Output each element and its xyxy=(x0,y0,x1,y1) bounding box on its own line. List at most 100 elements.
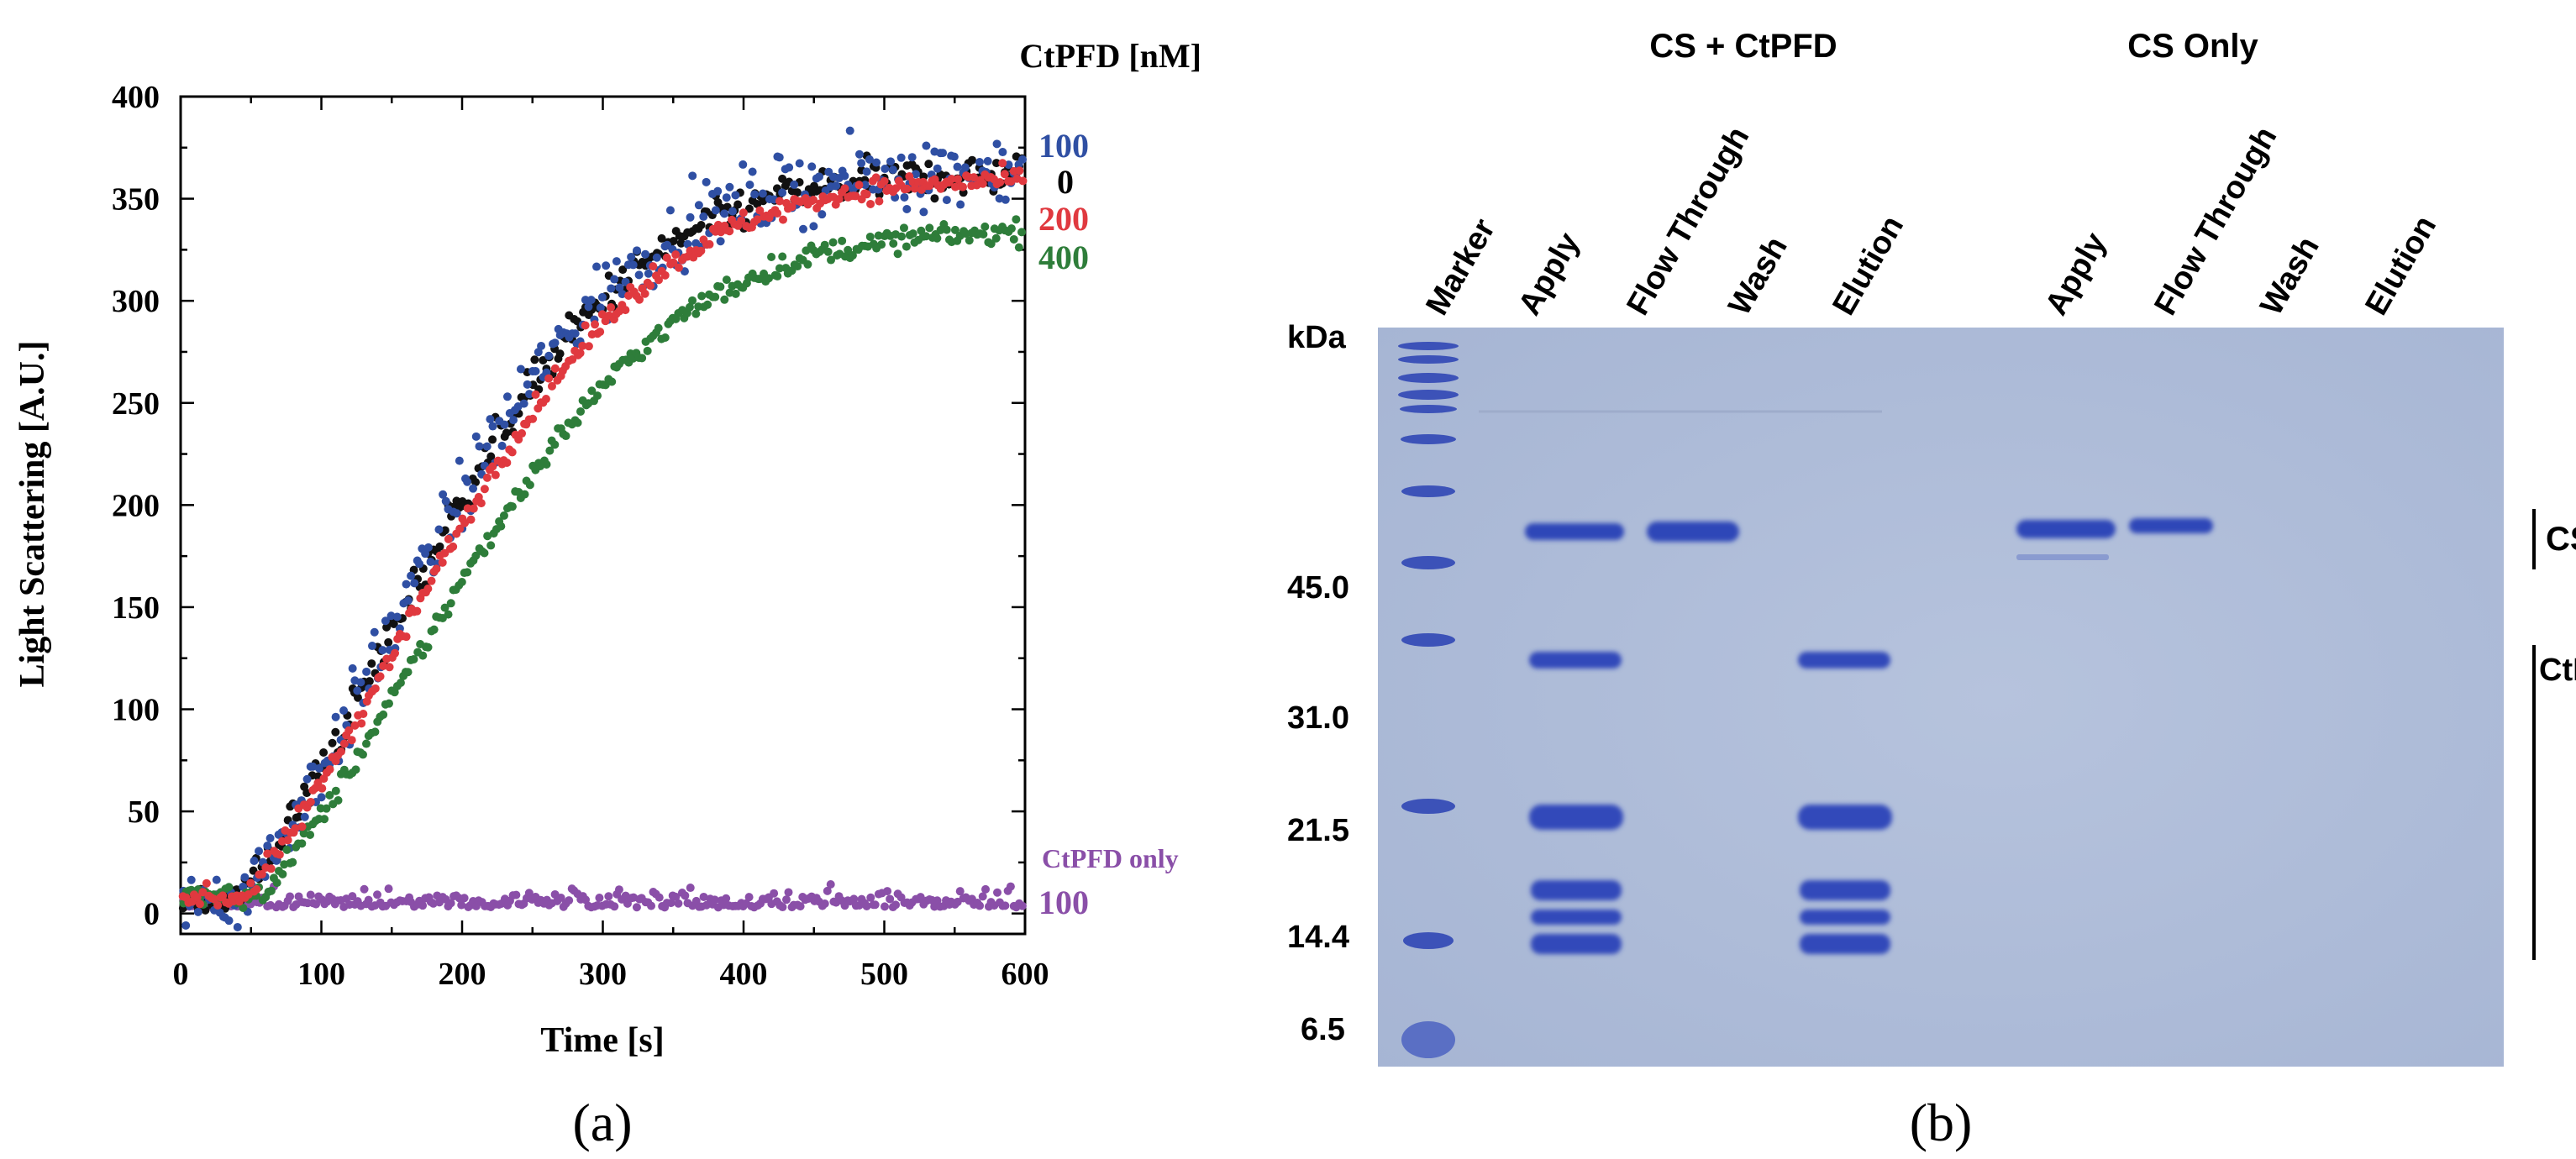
data-point xyxy=(834,195,844,204)
data-point xyxy=(286,892,295,901)
data-point xyxy=(291,824,300,833)
lane-label-apply: Apply xyxy=(2038,227,2113,321)
y-tick-label: 200 xyxy=(112,488,160,523)
data-point xyxy=(336,747,345,756)
data-point xyxy=(407,571,416,580)
data-point xyxy=(711,292,720,302)
data-point xyxy=(351,765,360,774)
data-point xyxy=(427,576,436,585)
data-point xyxy=(947,175,956,184)
data-point xyxy=(657,233,666,243)
data-point xyxy=(257,869,266,878)
data-point xyxy=(1018,155,1028,164)
data-point xyxy=(799,224,808,233)
mw-label: 31.0 xyxy=(1287,700,1349,736)
data-point xyxy=(640,289,649,298)
data-point xyxy=(320,815,329,824)
data-point xyxy=(218,891,228,900)
data-point xyxy=(722,894,731,903)
data-point xyxy=(607,377,617,386)
ctpfd-band xyxy=(1531,910,1622,925)
data-point xyxy=(716,237,725,246)
data-point xyxy=(793,188,802,197)
data-point xyxy=(486,452,496,461)
data-point xyxy=(955,887,965,896)
data-point xyxy=(849,894,859,904)
data-point xyxy=(702,177,711,186)
data-point xyxy=(576,406,586,416)
data-point xyxy=(919,207,928,217)
marker-band xyxy=(1398,373,1459,383)
data-point xyxy=(635,295,644,304)
data-point xyxy=(758,189,767,198)
data-point xyxy=(306,890,315,899)
data-point xyxy=(486,415,495,424)
x-tick-label: 500 xyxy=(860,957,908,992)
data-point xyxy=(666,899,676,908)
data-point xyxy=(331,727,340,737)
control-label-value: 100 xyxy=(1038,884,1089,921)
data-point xyxy=(525,390,534,399)
series-label-0: 0 xyxy=(1057,163,1074,201)
data-point xyxy=(646,281,655,291)
data-point xyxy=(790,180,799,189)
data-point xyxy=(499,511,508,520)
data-point xyxy=(578,341,587,350)
data-point xyxy=(255,847,264,856)
data-point xyxy=(866,199,875,208)
data-point xyxy=(192,893,202,902)
data-point xyxy=(507,448,517,457)
data-point xyxy=(497,522,506,531)
data-point xyxy=(628,260,638,270)
marker-band xyxy=(1398,355,1459,364)
data-point xyxy=(1014,243,1023,252)
data-point xyxy=(807,162,817,171)
data-point xyxy=(384,637,393,647)
data-point xyxy=(460,518,470,527)
data-point xyxy=(224,916,234,926)
data-point xyxy=(263,842,272,851)
lane-label-wash: Wash xyxy=(1722,231,1794,322)
data-point xyxy=(739,160,748,169)
data-point xyxy=(379,710,388,719)
data-point xyxy=(561,432,570,441)
data-point xyxy=(713,186,723,196)
data-point xyxy=(362,739,371,748)
data-point xyxy=(854,181,864,190)
data-point xyxy=(444,610,453,619)
marker-band xyxy=(1398,342,1459,350)
data-point xyxy=(518,429,527,438)
data-point xyxy=(250,857,259,866)
data-point xyxy=(502,458,512,467)
y-tick-label: 50 xyxy=(128,795,160,830)
data-point xyxy=(440,603,449,612)
data-point xyxy=(441,496,450,506)
cs-faint-band xyxy=(2016,554,2109,560)
y-tick-labels: 0 50 100 150 200 250 300 350 400 xyxy=(112,80,160,932)
data-point xyxy=(278,869,287,878)
data-point xyxy=(911,170,920,179)
data-point xyxy=(924,160,933,169)
data-point xyxy=(452,509,461,518)
data-point xyxy=(1000,170,1009,179)
data-point xyxy=(555,349,565,359)
data-point xyxy=(910,184,919,193)
gel-background xyxy=(1378,328,2504,1067)
data-point xyxy=(874,231,883,240)
data-point xyxy=(1001,195,1010,204)
data-point xyxy=(209,894,218,904)
panel-label-a: (a) xyxy=(572,1093,632,1152)
data-point xyxy=(570,329,580,338)
data-point xyxy=(460,894,469,903)
data-point xyxy=(840,184,849,193)
data-point xyxy=(975,901,985,910)
data-point xyxy=(463,504,472,513)
data-point xyxy=(537,341,546,350)
data-point xyxy=(224,883,234,892)
lane-labels: Marker Apply Flow Through Wash Elution A… xyxy=(1419,121,2443,322)
data-point xyxy=(660,270,670,280)
data-point xyxy=(787,202,796,212)
data-point xyxy=(1009,234,1018,244)
data-point xyxy=(193,907,202,916)
data-point xyxy=(618,265,628,275)
